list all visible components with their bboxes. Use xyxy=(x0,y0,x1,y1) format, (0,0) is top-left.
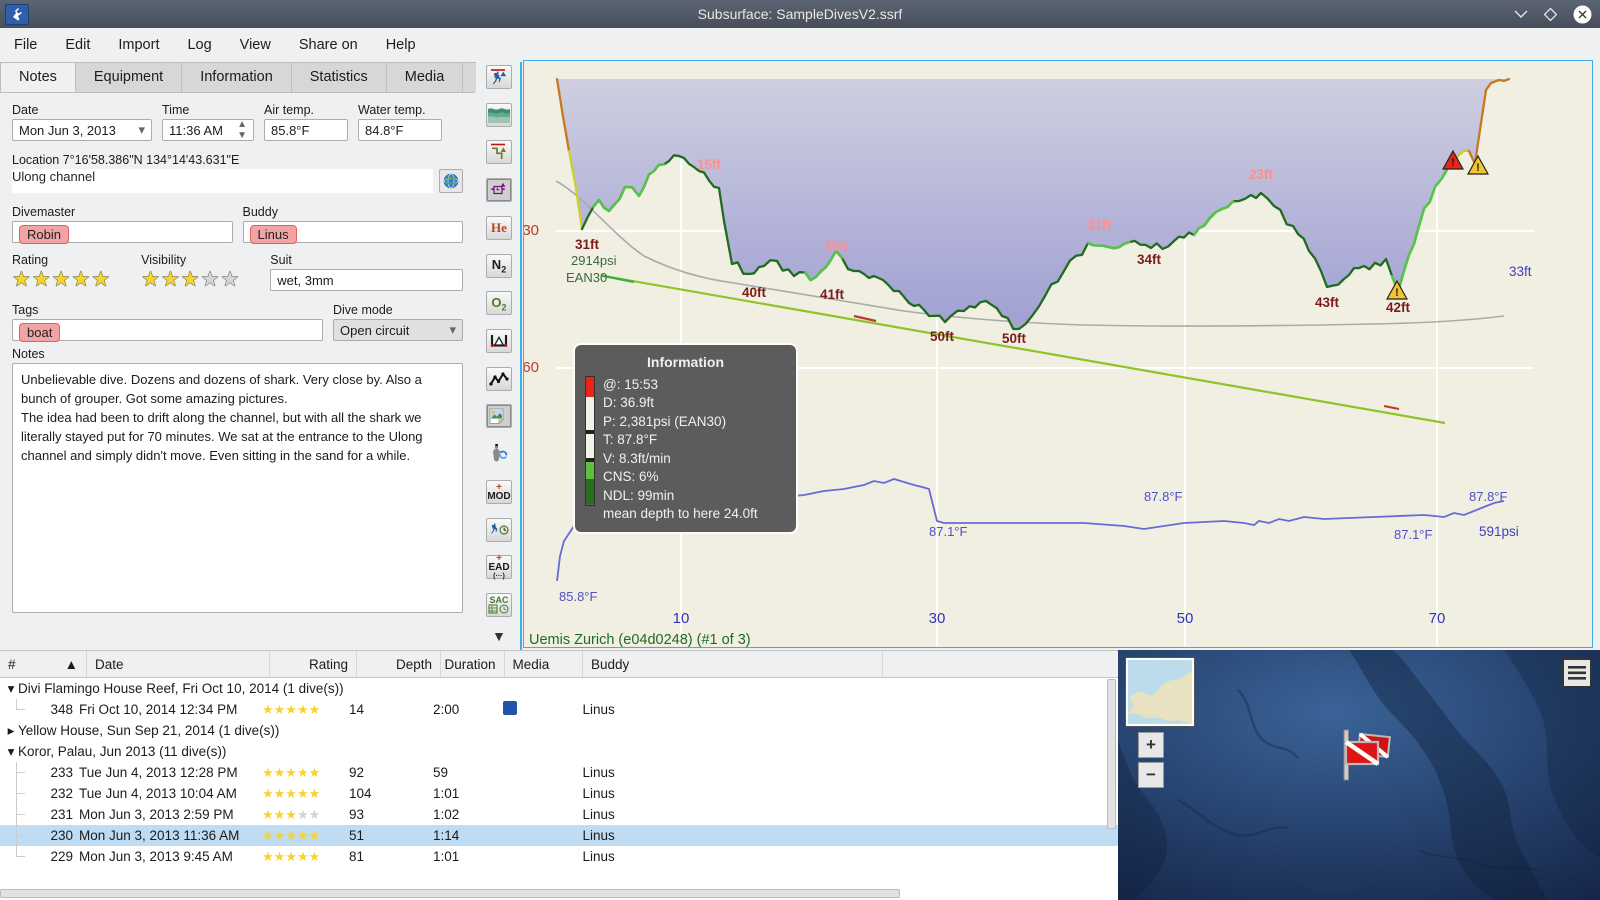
svg-text:10: 10 xyxy=(673,610,690,627)
svg-text:40ft: 40ft xyxy=(742,285,767,300)
svg-text:87.8°F: 87.8°F xyxy=(1469,489,1508,504)
svg-text:50ft: 50ft xyxy=(1002,331,1027,346)
svg-text:31ft: 31ft xyxy=(1087,217,1112,232)
svg-text:31ft: 31ft xyxy=(575,237,600,252)
svg-text:43ft: 43ft xyxy=(1315,295,1340,310)
svg-text:87.1°F: 87.1°F xyxy=(1394,527,1433,542)
svg-text:87.8°F: 87.8°F xyxy=(1144,489,1183,504)
svg-text:23ft: 23ft xyxy=(1249,167,1274,182)
svg-text:50: 50 xyxy=(1177,610,1194,627)
svg-text:35ft: 35ft xyxy=(824,239,849,254)
svg-text:34ft: 34ft xyxy=(1137,252,1162,267)
svg-text:30: 30 xyxy=(524,222,539,239)
svg-text:60: 60 xyxy=(524,359,539,376)
svg-text:70: 70 xyxy=(1429,610,1446,627)
svg-text:EAN30: EAN30 xyxy=(566,270,607,285)
svg-text:!: ! xyxy=(1451,157,1455,169)
svg-text:30: 30 xyxy=(929,610,946,627)
svg-text:33ft: 33ft xyxy=(1509,264,1532,279)
svg-text:85.8°F: 85.8°F xyxy=(559,589,598,604)
svg-text:41ft: 41ft xyxy=(820,287,845,302)
svg-text:50ft: 50ft xyxy=(930,329,955,344)
svg-text:!: ! xyxy=(1395,287,1399,299)
svg-text:15ft: 15ft xyxy=(697,157,722,172)
svg-text:2914psi: 2914psi xyxy=(571,253,617,268)
svg-text:87.1°F: 87.1°F xyxy=(929,524,968,539)
svg-text:Uemis Zurich (e04d0248) (#1 of: Uemis Zurich (e04d0248) (#1 of 3) xyxy=(529,632,751,648)
svg-text:42ft: 42ft xyxy=(1386,300,1411,315)
svg-text:591psi: 591psi xyxy=(1479,524,1519,539)
svg-text:!: ! xyxy=(1476,162,1480,174)
